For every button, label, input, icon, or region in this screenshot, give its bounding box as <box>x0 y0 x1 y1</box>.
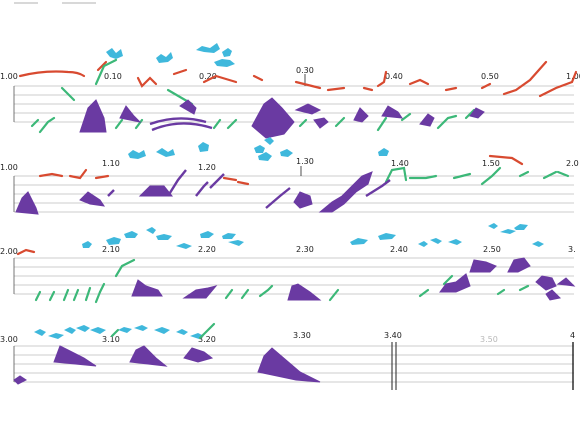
time-label: 2.20 <box>198 245 216 254</box>
time-label-start: 1.00 <box>0 72 18 81</box>
time-label-start: 2.00 <box>0 247 18 256</box>
time-label: 0.30 <box>296 66 314 75</box>
purple-gestures <box>131 257 576 301</box>
staff-lines <box>14 345 574 383</box>
time-label: 1.50 <box>482 159 500 168</box>
red-gestures <box>16 248 36 256</box>
time-label: 3.20 <box>198 335 216 344</box>
cyan-gestures <box>128 137 389 161</box>
system-2: 1.00 1.10 1.20 1.30 1.40 1.50 2.0 <box>0 137 579 215</box>
time-label: 1.40 <box>391 159 409 168</box>
time-label: 2.40 <box>390 245 408 254</box>
time-label-end: 3. <box>568 245 576 254</box>
system-4: 3.00 3.10 3.20 3.30 3.40 3.50 4 <box>0 322 575 390</box>
time-label: 0.20 <box>199 72 217 81</box>
time-label: 3.30 <box>293 331 311 340</box>
time-label-start: 3.00 <box>0 335 18 344</box>
time-label: 2.50 <box>483 245 501 254</box>
time-label: 1.20 <box>198 163 216 172</box>
green-gestures <box>30 58 476 134</box>
time-label-end: 2.0 <box>566 159 579 168</box>
cyan-gestures <box>82 223 544 249</box>
green-gestures <box>110 322 216 340</box>
time-label-faint: 3.50 <box>480 335 498 344</box>
system-3: 2.00 2.10 2.20 2.30 2.40 2.50 3. <box>0 223 576 304</box>
time-label: 0.50 <box>481 72 499 81</box>
time-label: 1.10 <box>102 159 120 168</box>
green-gestures <box>34 258 530 304</box>
time-label: 3.40 <box>384 331 402 340</box>
red-gestures <box>38 154 524 186</box>
red-gestures <box>18 60 578 98</box>
purple-gestures <box>15 169 391 215</box>
time-label: 1.30 <box>296 157 314 166</box>
time-label: 2.30 <box>296 245 314 254</box>
system-1: 1.00 0.10 0.20 0.30 0.40 0.50 1.00 <box>0 43 580 139</box>
time-label-end: 4 <box>570 331 575 340</box>
cyan-gestures <box>106 43 235 67</box>
purple-gestures <box>13 345 321 385</box>
time-label: 3.10 <box>102 335 120 344</box>
time-label-end: 1.00 <box>566 72 580 81</box>
time-label: 2.10 <box>102 245 120 254</box>
time-label-start: 1.00 <box>0 163 18 172</box>
time-label: 0.40 <box>385 72 403 81</box>
staff-lines <box>14 175 574 213</box>
purple-gestures <box>79 97 485 139</box>
green-gestures <box>384 166 570 186</box>
time-label: 0.10 <box>104 72 122 81</box>
